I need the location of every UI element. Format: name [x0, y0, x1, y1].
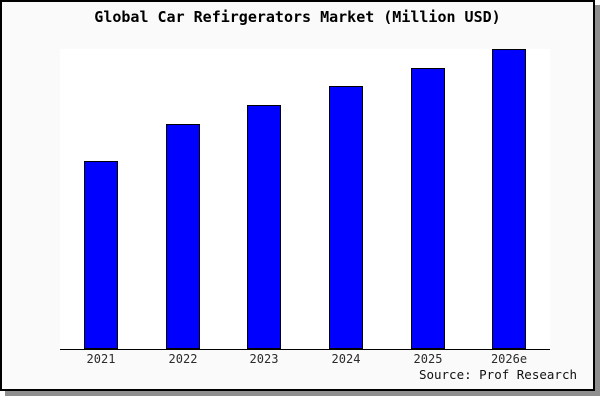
chart-panel: Global Car Refirgerators Market (Million…: [0, 0, 595, 391]
x-tick-2021: 2021: [86, 352, 116, 366]
x-tick-2025: 2025: [413, 352, 443, 366]
bar-2023: [247, 105, 281, 349]
x-axis-labels: 2021 2022 2023 2024 2025 2026e: [2, 352, 593, 368]
bar-2026e: [492, 49, 526, 349]
bar-2021: [84, 161, 118, 349]
bar-2024: [329, 86, 363, 349]
x-tick-2024: 2024: [331, 352, 361, 366]
x-tick-2026e: 2026e: [490, 352, 528, 366]
x-tick-2023: 2023: [249, 352, 279, 366]
plot-area: [60, 49, 550, 350]
bar-2022: [166, 124, 200, 349]
source-caption: Source: Prof Research: [418, 367, 577, 382]
x-tick-2022: 2022: [168, 352, 198, 366]
bar-2025: [411, 68, 445, 349]
chart-title: Global Car Refirgerators Market (Million…: [94, 8, 501, 26]
